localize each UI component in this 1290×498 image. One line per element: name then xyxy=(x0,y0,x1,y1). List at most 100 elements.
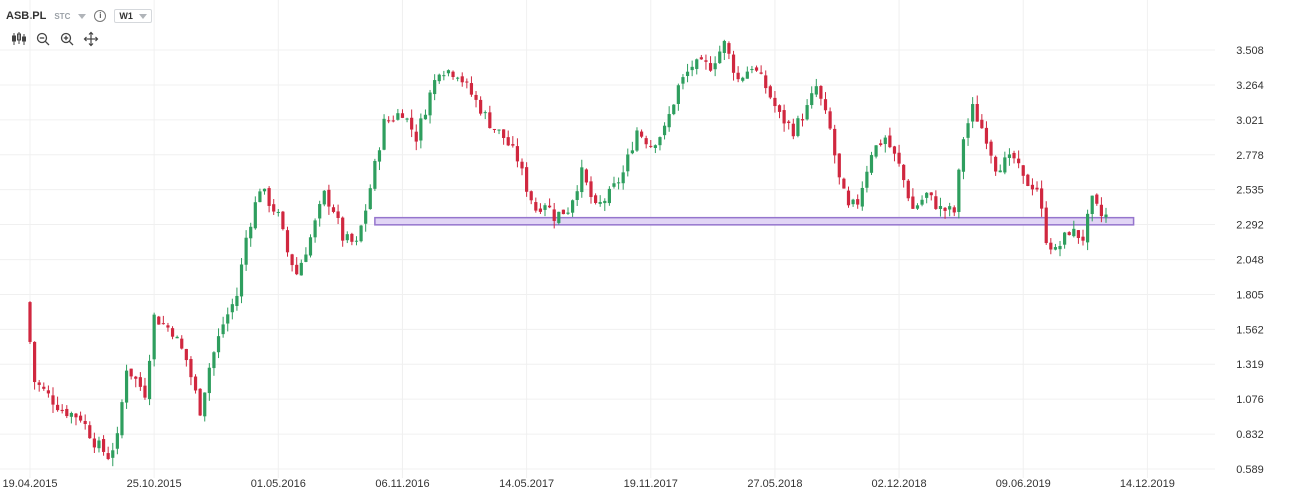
candle-up xyxy=(810,86,814,109)
candle-up xyxy=(345,231,349,244)
candle-down xyxy=(777,104,782,119)
candle-down xyxy=(88,421,92,439)
candle-up xyxy=(203,392,207,422)
candle-up xyxy=(874,145,878,159)
candle-down xyxy=(699,54,703,60)
candle-down xyxy=(92,432,96,453)
candle-up xyxy=(745,66,749,79)
date-tick-label: 19.11.2017 xyxy=(624,478,678,490)
candle-up xyxy=(235,287,239,311)
candle-down xyxy=(469,76,474,97)
candle-up xyxy=(111,442,115,467)
candle-up xyxy=(318,200,322,227)
candle-up xyxy=(796,115,800,138)
date-tick-label: 19.04.2015 xyxy=(2,478,57,490)
candle-up xyxy=(607,186,611,206)
candle-down xyxy=(708,56,713,72)
candle-down xyxy=(773,90,777,113)
candle-up xyxy=(570,199,575,217)
zoom-out-icon[interactable] xyxy=(34,30,52,48)
candle-down xyxy=(198,388,202,417)
candle-down xyxy=(754,65,759,72)
crosshair-icon[interactable] xyxy=(82,30,100,48)
candle-down xyxy=(548,198,552,209)
symbol-dropdown-icon[interactable] xyxy=(78,13,87,19)
support-zone[interactable] xyxy=(374,216,1135,226)
candle-down xyxy=(479,96,483,116)
interval-select[interactable]: W1 xyxy=(114,9,152,23)
time-axis[interactable]: 19.04.2015 25.10.2015 01.05.2016 06.11.2016… xyxy=(2,478,1174,490)
candle-up xyxy=(635,127,639,152)
candle-down xyxy=(639,129,644,139)
candles-settings-icon[interactable] xyxy=(10,30,28,48)
candle-down xyxy=(157,315,161,325)
candle-up xyxy=(377,147,382,171)
candle-down xyxy=(934,190,938,210)
candle-up xyxy=(175,335,179,339)
candle-up xyxy=(865,165,869,193)
candle-down xyxy=(285,226,290,257)
candle-up xyxy=(442,70,446,81)
support-zone-rect[interactable] xyxy=(374,216,1135,226)
candle-down xyxy=(644,135,648,149)
candle-up xyxy=(713,56,717,77)
candle-up xyxy=(304,247,308,263)
candle-down xyxy=(994,155,998,176)
candle-down xyxy=(1035,181,1039,192)
candle-down xyxy=(465,78,469,89)
candle-down xyxy=(189,356,193,386)
date-tick-label: 25.10.2015 xyxy=(127,478,182,490)
candle-down xyxy=(538,203,543,215)
candle-up xyxy=(216,328,221,359)
candle-up xyxy=(405,117,409,123)
info-icon[interactable]: i xyxy=(94,10,107,22)
price-tick-label: 0.589 xyxy=(1236,464,1264,476)
candle-down xyxy=(529,190,533,205)
candle-up xyxy=(221,316,225,338)
price-tick-label: 2.292 xyxy=(1236,220,1264,232)
candle-down xyxy=(515,138,520,168)
price-tick-label: 0.832 xyxy=(1236,429,1264,441)
candle-down xyxy=(414,124,418,151)
candle-up xyxy=(580,159,584,198)
candle-up xyxy=(258,188,262,203)
candle-up xyxy=(557,211,561,225)
candle-down xyxy=(888,127,892,149)
candle-up xyxy=(124,364,129,409)
candle-down xyxy=(791,118,795,140)
candle-up xyxy=(667,106,671,132)
candle-down xyxy=(166,322,170,332)
candle-down xyxy=(290,253,294,272)
candle-up xyxy=(603,198,607,212)
symbol-label[interactable]: ASB.PL xyxy=(6,10,47,22)
candle-up xyxy=(1063,231,1067,249)
date-tick-label: 14.12.2019 xyxy=(1120,478,1175,490)
candle-up xyxy=(957,168,961,219)
candle-up xyxy=(308,234,313,258)
candle-up xyxy=(630,141,634,155)
date-tick-label: 27.05.2018 xyxy=(747,478,802,490)
candle-down xyxy=(856,194,860,209)
price-tick-label: 3.021 xyxy=(1236,115,1264,127)
candle-down xyxy=(819,85,823,106)
date-tick-label: 09.06.2019 xyxy=(996,478,1051,490)
zoom-in-icon[interactable] xyxy=(58,30,76,48)
candle-down xyxy=(400,109,405,118)
candle-down xyxy=(74,412,78,426)
candle-up xyxy=(851,198,855,207)
price-tick-label: 1.319 xyxy=(1236,359,1264,371)
candle-down xyxy=(502,129,506,145)
candle-up xyxy=(658,136,662,151)
candle-up xyxy=(497,129,501,135)
candle-down xyxy=(897,144,901,167)
candle-up xyxy=(1053,243,1058,251)
candle-down xyxy=(350,232,354,246)
candle-up xyxy=(915,203,920,210)
candle-down xyxy=(295,257,299,276)
candle-up xyxy=(1072,220,1076,238)
price-axis[interactable]: 3.508 3.264 3.021 2.778 2.535 2.292 2.048 1.805… xyxy=(1236,45,1264,476)
exchange-label: STC xyxy=(54,11,71,21)
candle-up xyxy=(249,222,253,247)
candle-up xyxy=(437,73,441,84)
